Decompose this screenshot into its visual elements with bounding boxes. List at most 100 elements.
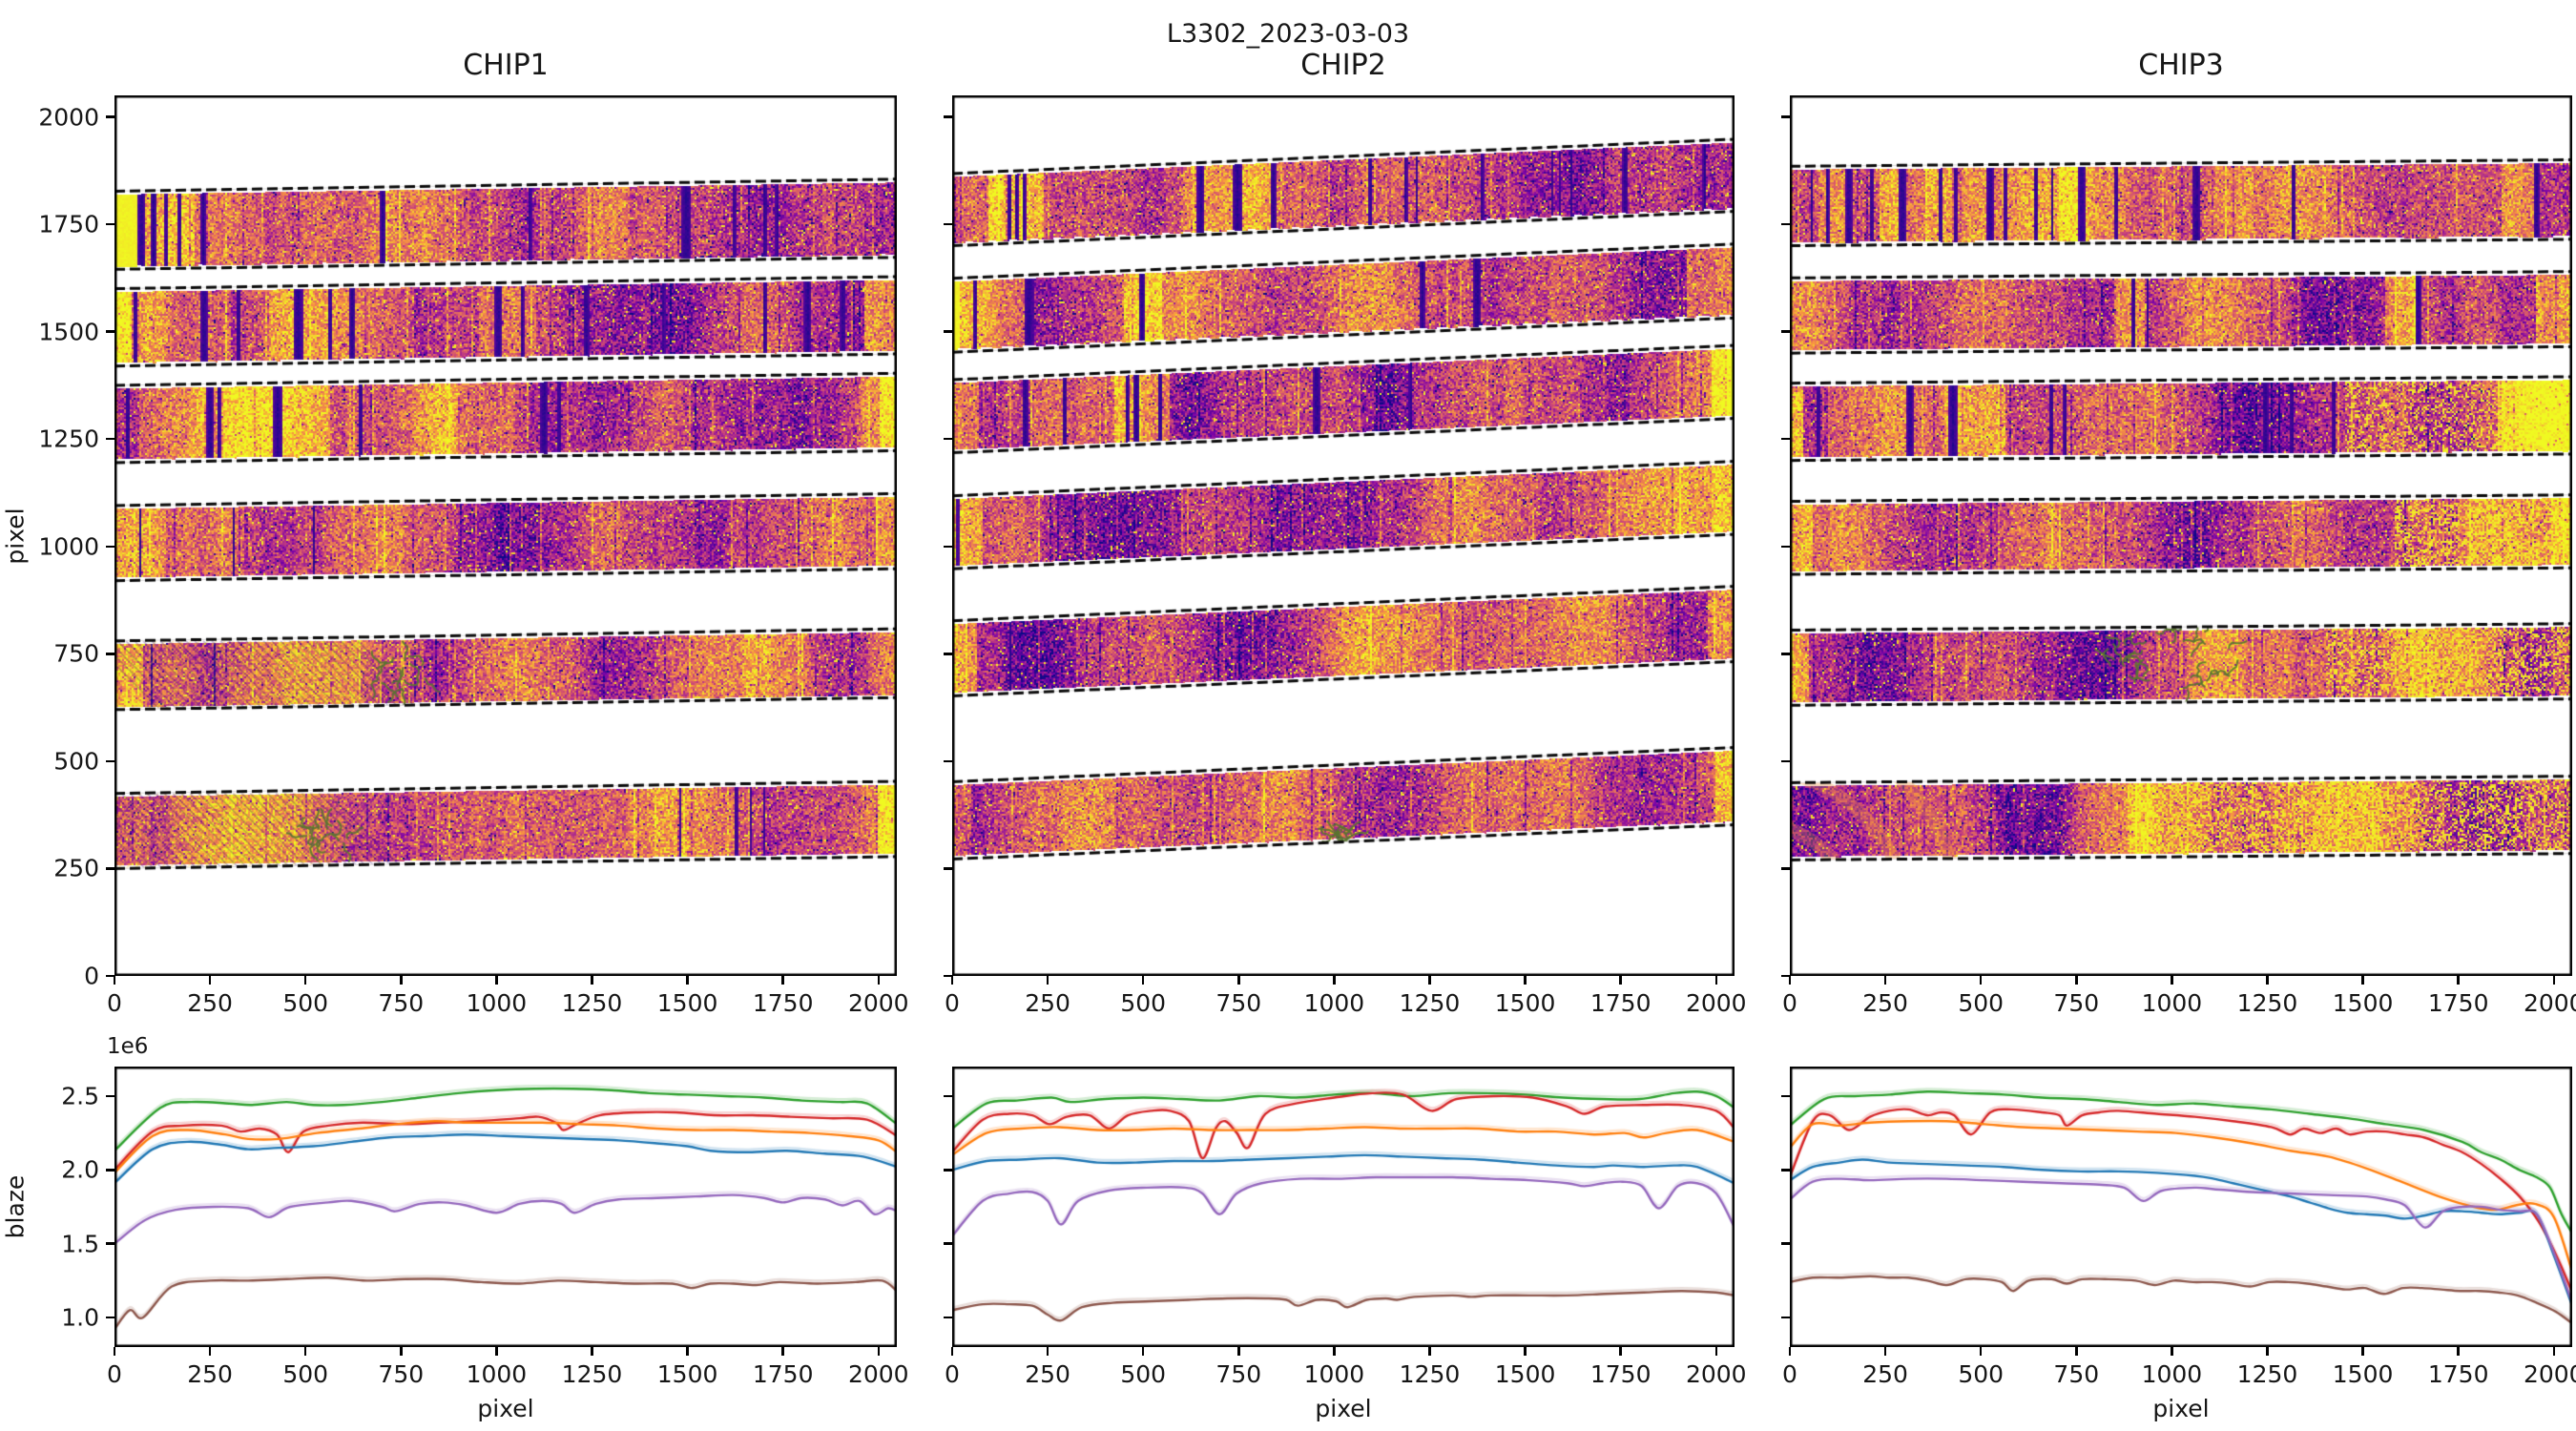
- chip2-blaze-panel: pixel 0 250 500 750 1000 1250 1500 1750 2000: [944, 1067, 1747, 1422]
- y-tick-mark: [1781, 867, 1790, 870]
- y-axis-offset-label: 1e6: [107, 1034, 149, 1059]
- y-tick-label: 1.5: [61, 1230, 99, 1258]
- x-tick-label: 250: [1025, 1360, 1070, 1388]
- y-tick-label: 1500: [38, 318, 99, 346]
- x-tick-label: 750: [1215, 989, 1262, 1017]
- y-axis-label-pixel: pixel: [1, 507, 30, 565]
- y-tick-mark: [106, 1169, 114, 1172]
- x-tick-label: 1000: [466, 989, 528, 1017]
- x-tick-mark: [2075, 976, 2078, 985]
- y-tick-mark: [944, 759, 952, 763]
- x-tick-mark: [1714, 976, 1718, 985]
- x-tick-mark: [2075, 1347, 2078, 1356]
- x-tick-label: 1250: [1399, 989, 1461, 1017]
- x-tick-label: 250: [187, 1360, 233, 1388]
- y-tick-mark: [1781, 1316, 1790, 1319]
- y-tick-mark: [1781, 974, 1790, 978]
- chip3-orders-canvas: [1790, 95, 2572, 976]
- chip3-orders-panel: CHIP3 0 250 500 750 1000 1250 1500 1750 2000: [1781, 49, 2576, 1017]
- x-tick-label: 2000: [1685, 1360, 1747, 1388]
- x-tick-label: 1250: [561, 1360, 623, 1388]
- x-tick-mark: [781, 976, 784, 985]
- y-tick-label: 1000: [38, 532, 99, 561]
- y-tick-mark: [106, 115, 114, 118]
- y-tick-mark: [1781, 653, 1790, 655]
- x-tick-mark: [1714, 1347, 1718, 1356]
- chip1-title: CHIP1: [463, 49, 549, 82]
- x-tick-mark: [400, 1347, 403, 1356]
- x-tick-label: 500: [282, 1360, 329, 1388]
- x-tick-label: 750: [1215, 1360, 1262, 1388]
- x-tick-label: 1000: [2141, 1360, 2203, 1388]
- x-tick-mark: [877, 976, 881, 985]
- x-tick-mark: [2552, 1347, 2556, 1356]
- x-tick-mark: [950, 976, 954, 985]
- x-tick-label: 0: [945, 989, 960, 1017]
- x-tick-mark: [1524, 976, 1527, 985]
- x-tick-mark: [1141, 976, 1145, 985]
- y-tick-mark: [106, 1242, 114, 1245]
- chip2-title: CHIP2: [1300, 49, 1386, 82]
- x-tick-label: 250: [1862, 989, 1908, 1017]
- x-tick-label: 1500: [1494, 989, 1556, 1017]
- x-tick-mark: [1237, 976, 1240, 985]
- x-tick-mark: [1237, 1347, 1240, 1356]
- x-tick-label: 2000: [2523, 1360, 2576, 1388]
- x-tick-label: 500: [1958, 989, 2005, 1017]
- x-tick-mark: [781, 1347, 784, 1356]
- x-tick-mark: [2457, 1347, 2460, 1356]
- x-axis-label-pixel-3: pixel: [2152, 1395, 2210, 1422]
- x-tick-label: 1500: [2332, 989, 2394, 1017]
- y-tick-mark: [1781, 437, 1790, 441]
- x-tick-mark: [1883, 1347, 1887, 1356]
- y-tick-mark: [1781, 545, 1790, 548]
- x-tick-label: 750: [378, 1360, 425, 1388]
- x-tick-mark: [1333, 976, 1336, 985]
- y-axis-label-blaze: blaze: [1, 1174, 30, 1239]
- y-tick-mark: [106, 1316, 114, 1319]
- x-tick-label: 1250: [2236, 989, 2298, 1017]
- y-tick-mark: [106, 1094, 114, 1098]
- y-tick-mark: [106, 759, 114, 763]
- y-tick-label: 1250: [38, 425, 99, 453]
- x-tick-label: 1250: [561, 989, 623, 1017]
- chip1-orders-panel: CHIP1 pixel 0 250 500 750 1000 1250 1500 1750 20…: [2, 49, 909, 1017]
- y-tick-mark: [106, 867, 114, 870]
- x-tick-label: 250: [1025, 989, 1070, 1017]
- x-tick-label: 500: [1958, 1360, 2005, 1388]
- y-tick-label: 250: [53, 854, 99, 882]
- y-tick-mark: [1781, 115, 1790, 118]
- x-tick-mark: [208, 1347, 212, 1356]
- x-tick-label: 2000: [847, 1360, 909, 1388]
- x-tick-label: 1750: [752, 1360, 814, 1388]
- y-tick-mark: [944, 1094, 952, 1098]
- x-tick-label: 0: [1782, 989, 1797, 1017]
- x-tick-mark: [2266, 976, 2269, 985]
- y-tick-mark: [106, 653, 114, 655]
- x-tick-mark: [591, 976, 593, 985]
- x-axis-label-pixel-2: pixel: [1315, 1395, 1372, 1422]
- x-tick-label: 1500: [1494, 1360, 1556, 1388]
- y-tick-label: 1.0: [61, 1303, 99, 1332]
- x-tick-mark: [591, 1347, 593, 1356]
- x-tick-mark: [2171, 976, 2173, 985]
- y-tick-mark: [1781, 759, 1790, 763]
- chip1-blaze-panel: 1e6 blaze pixel 0 250 500 750 1000 1250 1500 17…: [2, 1034, 909, 1422]
- x-tick-label: 0: [945, 1360, 960, 1388]
- figure-suptitle: L3302_2023-03-03: [1166, 19, 1410, 49]
- x-tick-mark: [495, 976, 498, 985]
- y-tick-mark: [944, 653, 952, 655]
- x-tick-mark: [400, 976, 403, 985]
- chip2-blaze-canvas: [952, 1067, 1735, 1347]
- x-tick-mark: [113, 976, 116, 985]
- y-tick-mark: [944, 437, 952, 441]
- x-tick-label: 2000: [2523, 989, 2576, 1017]
- x-tick-mark: [2457, 976, 2460, 985]
- x-tick-label: 750: [2053, 1360, 2100, 1388]
- y-tick-mark: [944, 222, 952, 226]
- y-tick-label: 2000: [38, 103, 99, 131]
- chip3-blaze-panel: pixel 0 250 500 750 1000 1250 1500 1750 2000: [1781, 1067, 2576, 1422]
- chip3-title: CHIP3: [2138, 49, 2224, 82]
- x-tick-label: 1750: [1589, 1360, 1652, 1388]
